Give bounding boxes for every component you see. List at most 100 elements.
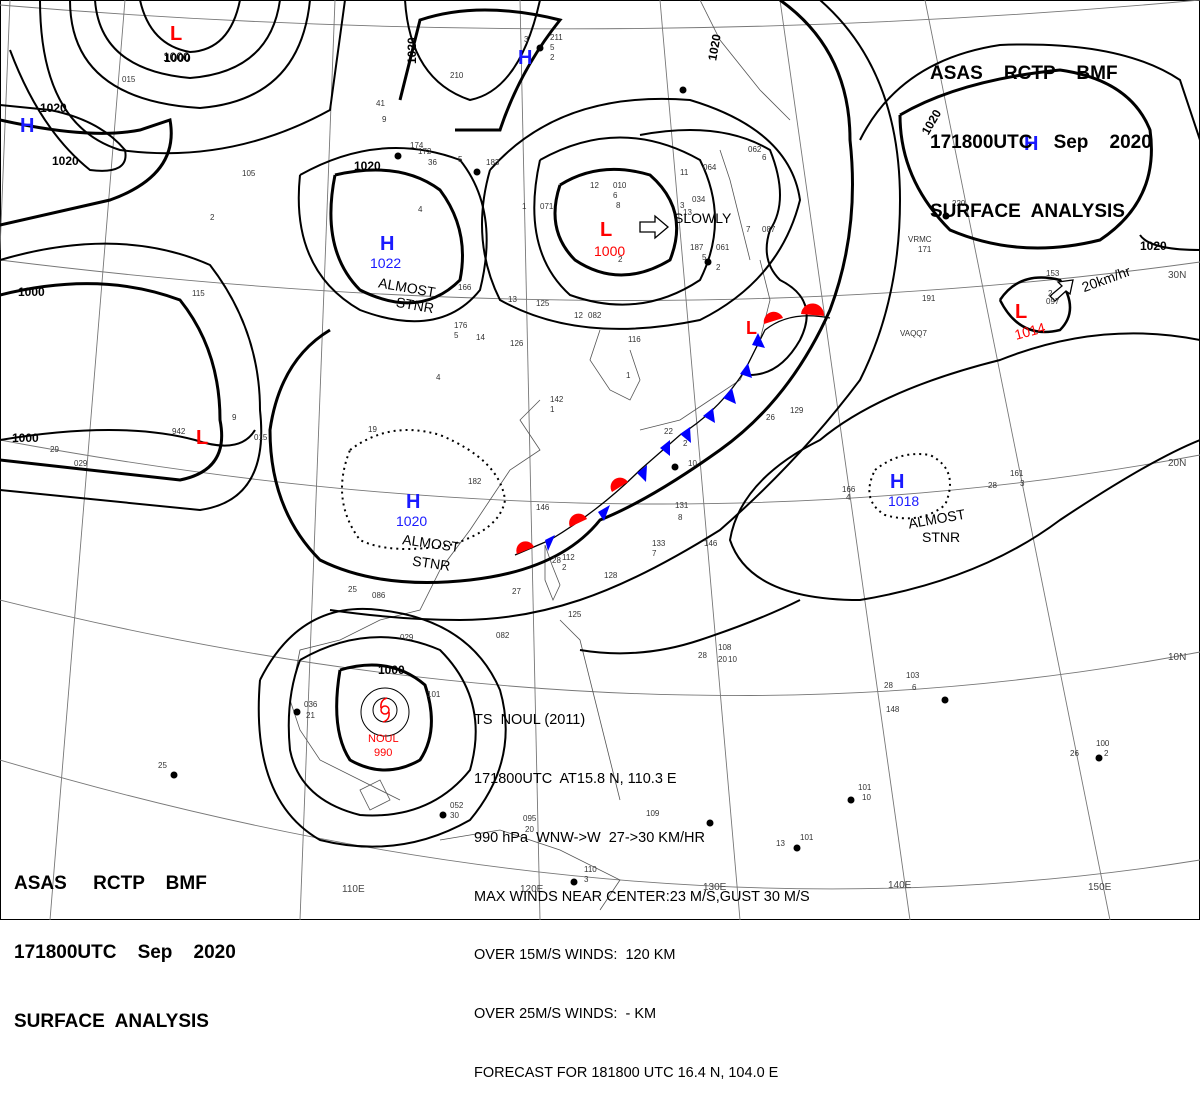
coast-sea-of-okhotsk — [699, 0, 791, 121]
station-label: 2 — [683, 439, 688, 448]
low-center-value: 1014 — [1013, 319, 1047, 343]
station-label: 5 — [550, 43, 555, 52]
isobar-low-nw-inner — [139, 0, 241, 54]
station-label: 210 — [450, 71, 464, 80]
station-label: 161 — [1010, 469, 1024, 478]
isobar-large-north — [481, 97, 802, 330]
isobar-1000-west — [0, 282, 224, 482]
station-label: 21 — [306, 711, 315, 720]
cold-triangle — [545, 535, 555, 551]
isobar-low-nw-4 — [39, 0, 346, 155]
lon-line-140e — [779, 0, 911, 920]
station-label: 28 — [884, 681, 893, 690]
station-label: 5 — [702, 253, 707, 262]
station-label: 36 — [428, 158, 437, 167]
warm-front-semicircles — [516, 303, 825, 554]
lon-label-130e: 130E — [703, 882, 727, 893]
motion-arrow-slowly — [639, 214, 670, 240]
high-center-letter: H — [20, 115, 34, 137]
header-line-agency: ASAS RCTP BMF — [930, 63, 1118, 84]
station-label: 4 — [846, 493, 851, 502]
high-center-letter: H — [890, 471, 904, 493]
station-label: 101 — [427, 690, 441, 699]
station-label: 220 — [952, 199, 966, 208]
station-dot — [793, 844, 801, 852]
isobar-1020-nw — [0, 49, 127, 172]
station-label: 25 — [158, 761, 167, 770]
coast-korea — [589, 329, 641, 401]
low-motion-label: SLOWLY — [674, 210, 732, 226]
typhoon-pressure-label: 990 — [374, 747, 392, 759]
station-label: 082 — [588, 311, 602, 320]
isobar-label: 1000 — [12, 431, 39, 445]
station-label: 183 — [486, 158, 500, 167]
cold-triangle — [723, 388, 736, 404]
lat-lon-grid — [0, 0, 1200, 920]
stationary-note: STNR — [395, 294, 435, 316]
high-center-letter: H — [518, 47, 532, 69]
station-label: VRMC — [908, 235, 932, 244]
high-center-letter: H — [380, 233, 394, 255]
station-label: 5 — [454, 331, 459, 340]
isobar-east-outer — [859, 43, 1200, 141]
station-label: 6 — [762, 153, 767, 162]
station-dot — [293, 708, 301, 716]
station-plots — [170, 44, 1103, 886]
low-center-letter: L — [1015, 301, 1027, 323]
isobars — [0, 0, 1200, 848]
station-label: 109 — [646, 809, 660, 818]
coast-luzon — [559, 619, 621, 801]
station-label: 3 — [584, 875, 589, 884]
station-label: 2 — [210, 213, 215, 222]
station-label: 015 — [122, 75, 136, 84]
isobar-label-vertical: 1020 — [405, 37, 419, 64]
dotted-isobars — [341, 429, 951, 550]
cold-triangle — [703, 408, 715, 423]
station-label: 2 — [618, 255, 623, 264]
motion-arrows — [639, 214, 1074, 302]
station-label: 1 — [626, 371, 631, 380]
typhoon-ring-inner — [372, 697, 398, 723]
station-label: VAQQ7 — [900, 329, 928, 338]
station-dot — [439, 811, 447, 819]
coast-borneo — [439, 829, 621, 911]
station-dot — [671, 463, 679, 471]
lon-line-90e — [0, 0, 11, 251]
station-label: 191 — [922, 294, 936, 303]
station-label: 41 — [376, 99, 385, 108]
station-label: 100 — [1096, 739, 1110, 748]
cold-triangle — [598, 505, 610, 521]
isobar-1022-high — [329, 168, 464, 305]
isobar-1000-west-2 — [0, 242, 263, 512]
cold-triangle — [680, 427, 691, 443]
typhoon-ring-mid — [360, 687, 410, 737]
header-line-datetime: 171800UTC Sep 2020 — [14, 942, 236, 963]
station-label: 064 — [703, 163, 717, 172]
map-header-top-right: ASAS RCTP BMF 171800UTC Sep 2020 SURFACE… — [930, 16, 1152, 246]
coastlines — [289, 0, 791, 911]
station-label: 015 — [254, 433, 268, 442]
typhoon-info-line: OVER 25M/S WINDS: - KM — [474, 1006, 657, 1023]
coast-china — [289, 399, 541, 801]
station-dot — [473, 168, 481, 176]
station-label: 061 — [716, 243, 730, 252]
station-label: 12 — [590, 181, 599, 190]
coast-hainan — [359, 779, 391, 811]
station-dot — [1095, 754, 1103, 762]
station-label: 174 — [410, 141, 424, 150]
cold-triangle — [752, 333, 765, 348]
station-label: 4 — [418, 205, 423, 214]
station-label: 087 — [762, 225, 776, 234]
lon-label-140e: 140E — [888, 880, 912, 891]
station-label: 211 — [550, 33, 563, 42]
typhoon-inner-rings — [360, 687, 410, 737]
warm-semicircle — [610, 477, 628, 492]
isobar-east-1014 — [998, 276, 1072, 334]
warm-semicircle — [569, 513, 587, 527]
station-label: 010 — [613, 181, 627, 190]
low-center-letter: L — [196, 427, 208, 449]
low-center-value: 1000 — [594, 243, 625, 259]
cold-triangle — [637, 465, 647, 482]
station-label: 10 — [728, 655, 737, 664]
station-dot — [942, 212, 950, 220]
